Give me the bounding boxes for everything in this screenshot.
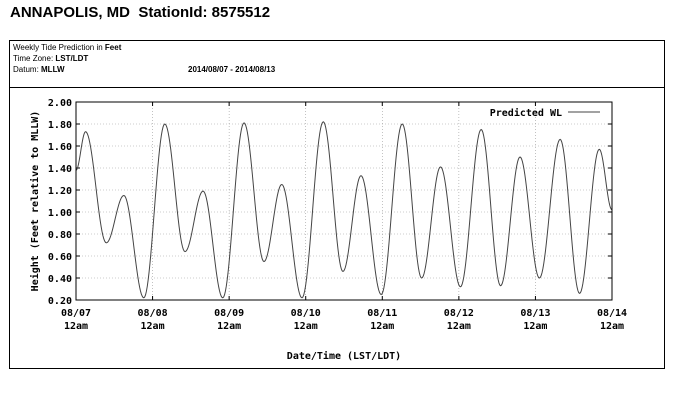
prediction-unit: Feet — [104, 43, 122, 52]
y-ticks: 0.20 0.40 0.60 0.80 1.00 1.20 1.40 1.60 1.80 2.00 — [48, 98, 612, 307]
y-tick-label: 1.60 — [48, 142, 72, 153]
plot-area — [75, 101, 613, 301]
y-tick-label: 1.40 — [48, 164, 72, 175]
y-tick-label: 1.80 — [48, 120, 72, 131]
legend-label: Predicted WL — [490, 107, 562, 119]
y-tick-label: 0.40 — [48, 274, 72, 285]
x-tick-time: 12am — [370, 321, 394, 332]
x-tick-time: 12am — [64, 321, 88, 332]
y-tick-label: 0.20 — [48, 296, 72, 307]
info-box: Weekly Tide Prediction in Feet Time Zone… — [9, 40, 665, 88]
plot-border — [75, 101, 613, 301]
y-tick-label: 1.20 — [48, 186, 72, 197]
date-range: 2014/08/07 - 2014/08/13 — [188, 65, 276, 74]
station-name: ANNAPOLIS, MD — [10, 4, 130, 21]
x-ticks: 08/07 12am 08/08 12am 08/09 12am 08/10 12am 08/1… — [61, 102, 627, 332]
station-title: ANNAPOLIS, MD StationId: 8575512 — [10, 4, 270, 21]
x-tick-date: 08/08 — [138, 308, 168, 319]
x-tick-date: 08/14 — [597, 308, 627, 319]
x-tick-time: 12am — [600, 321, 624, 332]
x-tick-date: 08/07 — [61, 308, 91, 319]
y-tick-label: 0.60 — [48, 252, 72, 263]
y-tick-label: 1.00 — [48, 208, 72, 219]
y-tick-label: 0.80 — [48, 230, 72, 241]
y-tick-label: 2.00 — [48, 98, 72, 109]
prediction-prefix: Weekly Tide Prediction in — [13, 43, 105, 52]
timezone-line: Time Zone: LST/LDT — [13, 54, 88, 63]
x-tick-date: 08/13 — [520, 308, 550, 319]
series-line-predicted-wl — [75, 121, 613, 299]
grid-lines — [76, 102, 612, 300]
prediction-line: Weekly Tide Prediction in Feet — [13, 43, 121, 52]
station-id: 8575512 — [211, 4, 271, 21]
x-tick-time: 12am — [523, 321, 547, 332]
x-tick-time: 12am — [447, 321, 471, 332]
datum-value: MLLW — [41, 65, 65, 74]
x-tick-date: 08/10 — [291, 308, 321, 319]
x-tick-date: 08/12 — [444, 308, 474, 319]
x-tick-time: 12am — [217, 321, 241, 332]
timezone-label: Time Zone: — [13, 54, 56, 63]
station-id-label: StationId: — [138, 4, 208, 21]
x-tick-date: 08/11 — [367, 308, 397, 319]
y-axis-label: Height (Feet relative to MLLW) — [29, 111, 41, 292]
x-axis-label: Date/Time (LST/LDT) — [287, 350, 401, 362]
datum-line: Datum: MLLW — [13, 65, 65, 74]
timezone-value: LST/LDT — [55, 54, 89, 63]
x-tick-time: 12am — [294, 321, 318, 332]
x-tick-date: 08/09 — [214, 308, 244, 319]
datum-label: Datum: — [13, 65, 42, 74]
x-tick-time: 12am — [141, 321, 165, 332]
plot-frame — [9, 88, 665, 369]
